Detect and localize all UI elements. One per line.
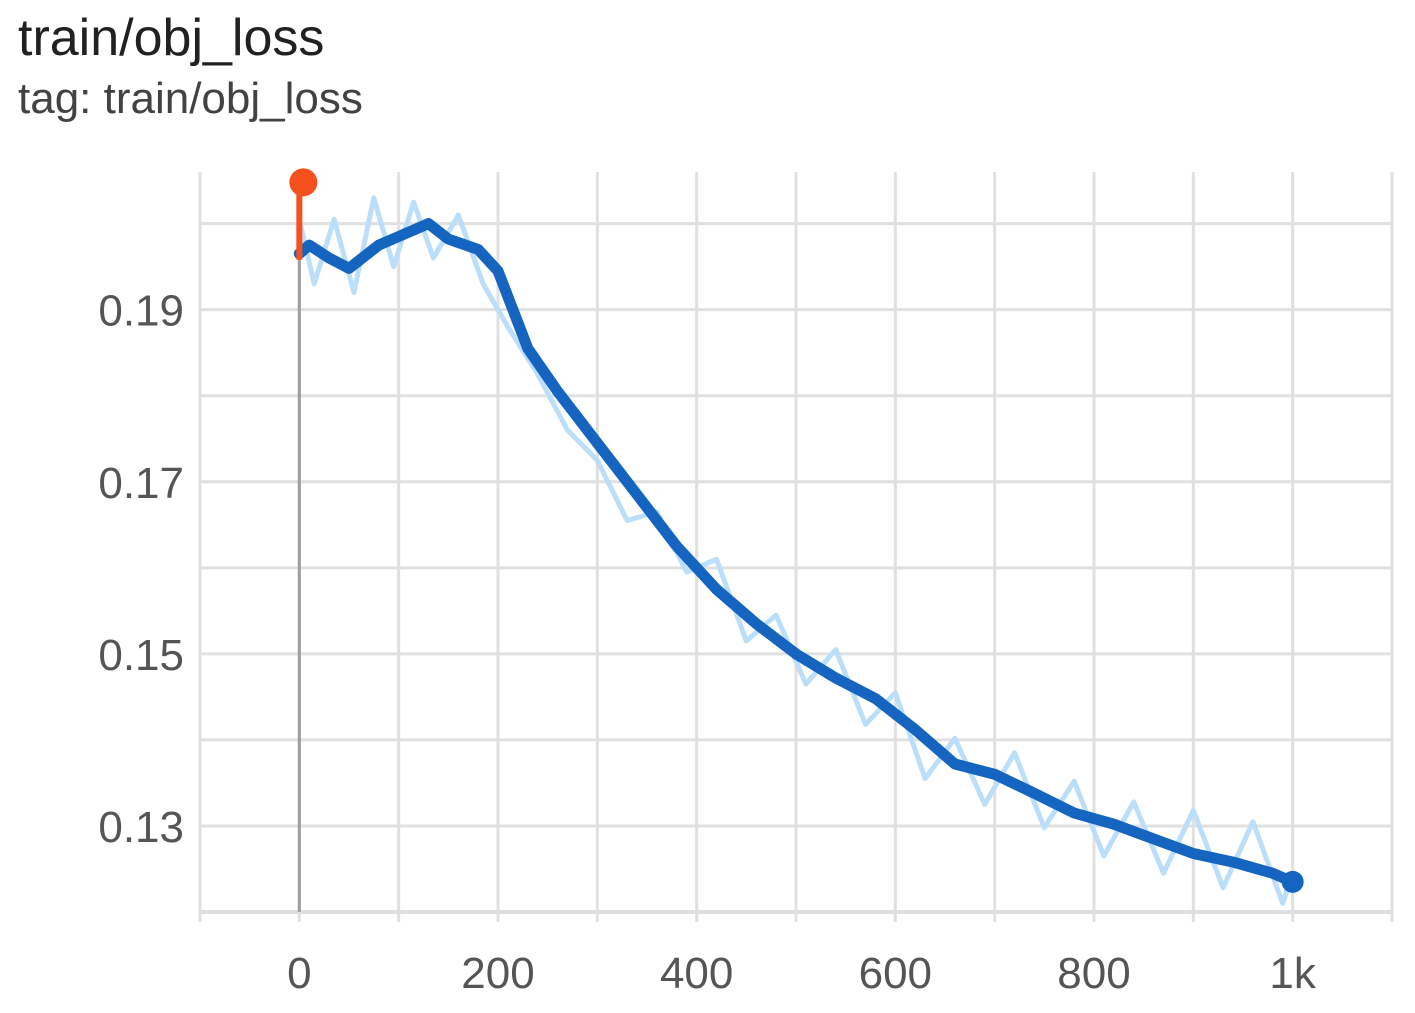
smoothed-series-line (293, 218, 1299, 888)
y-tick-label: 0.13 (98, 803, 184, 852)
series-layer (289, 168, 1304, 906)
start-marker-dot (289, 168, 318, 197)
y-tick-label: 0.17 (98, 459, 184, 508)
y-tick-label: 0.19 (98, 287, 184, 336)
axis-tick-labels: 0.13 0.15 0.17 0.19 0 200 400 600 800 1k (98, 287, 1317, 998)
chart-tag: tag: train/obj_loss (18, 74, 363, 123)
y-tick-label: 0.15 (98, 631, 184, 680)
x-tick-label: 200 (461, 949, 534, 998)
x-tick-label: 800 (1057, 949, 1130, 998)
grid-lines (198, 172, 1394, 922)
x-tick-label: 0 (287, 949, 311, 998)
x-tick-label: 1k (1269, 949, 1316, 998)
chart-title: train/obj_loss (18, 9, 325, 67)
end-point-dot (1281, 870, 1304, 893)
x-tick-label: 400 (660, 949, 733, 998)
x-tick-label: 600 (859, 949, 932, 998)
